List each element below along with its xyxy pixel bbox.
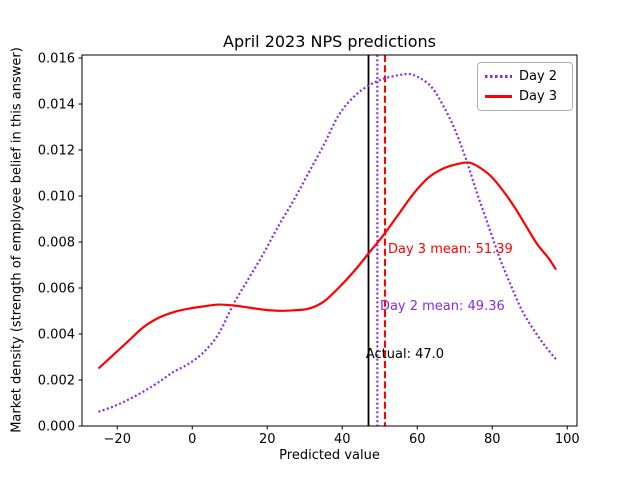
y-tick-label: 0.008: [38, 235, 75, 250]
x-tick-label: 20: [259, 432, 276, 447]
y-tick-label: 0.014: [38, 97, 75, 112]
y-tick-label: 0.016: [38, 51, 75, 66]
x-tick-label: 0: [188, 432, 196, 447]
y-tick-label: 0.000: [38, 420, 75, 435]
legend-label-day2: Day 2: [519, 68, 558, 84]
y-tick-label: 0.006: [38, 281, 75, 296]
day3-line-sample-icon: [485, 95, 512, 99]
legend-item-day2: Day 2: [485, 69, 565, 84]
y-tick-label: 0.012: [38, 143, 75, 158]
legend-item-day3: Day 3: [485, 89, 565, 104]
y-axis-label: Market density (strength of employee bel…: [9, 47, 25, 433]
x-tick-label: 40: [334, 432, 351, 447]
chart-title: April 2023 NPS predictions: [223, 32, 436, 51]
x-tick-label: 60: [409, 432, 426, 447]
legend: Day 2 Day 3: [477, 62, 573, 111]
y-tick-label: 0.004: [38, 327, 75, 342]
day2-mean-label: Day 2 mean: 49.36: [380, 299, 505, 314]
y-tick-label: 0.002: [38, 373, 75, 388]
series-day3-curve: [97, 161, 557, 370]
x-tick-label: −20: [104, 432, 131, 447]
x-tick-label: 100: [555, 432, 580, 447]
x-tick-label: 80: [484, 432, 501, 447]
actual-label: Actual: 47.0: [366, 347, 444, 362]
legend-label-day3: Day 3: [519, 89, 558, 105]
x-axis-label: Predicted value: [279, 448, 380, 463]
y-tick-label: 0.010: [38, 189, 75, 204]
series-day2-curve: [98, 72, 557, 413]
axes-spines: [81, 54, 578, 427]
day2-line-sample-icon: [485, 74, 512, 78]
day3-mean-label: Day 3 mean: 51.39: [388, 242, 513, 257]
